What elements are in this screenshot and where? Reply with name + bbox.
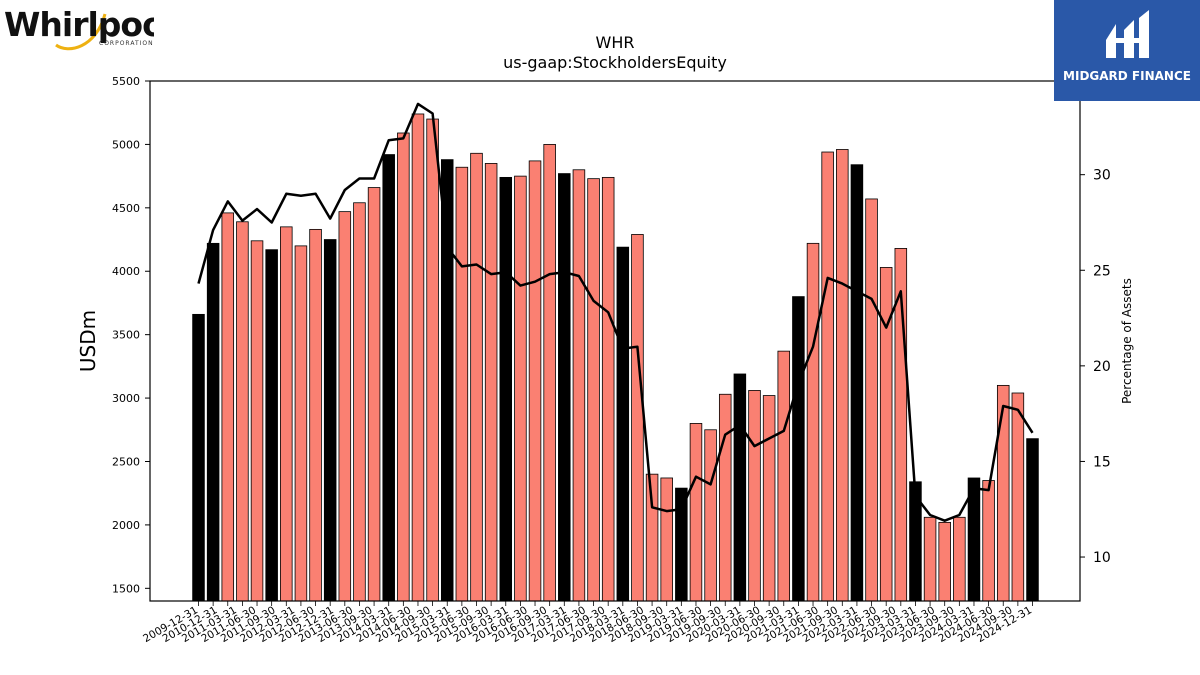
midgard-finance-logo: MIDGARD FINANCE [1054,0,1200,101]
bar [821,151,834,602]
bar [792,296,805,602]
bar [265,249,278,602]
y-tick-label: 3000 [112,392,140,405]
bar [309,228,322,602]
y2-tick-label: 20 [1093,359,1111,375]
bar [572,169,586,602]
bar [645,473,659,602]
bar [484,163,498,602]
x-axis-ticks: 2009-12-312010-12-312011-03-312011-06-30… [141,601,1034,645]
y-tick-label: 2500 [112,455,140,468]
bar [353,202,366,602]
bar [543,144,556,602]
right-axis-ticks: 10 15 20 25 30 [1080,168,1111,566]
bar [280,226,293,602]
bar [367,187,381,602]
whirlpool-logo-subtext: CORPORATION [99,40,154,47]
bar [806,242,820,602]
bar [616,246,630,602]
bar [499,176,513,602]
bar [440,159,454,602]
bar [660,477,673,602]
plot-frame [149,80,1081,602]
bar [426,118,439,602]
bar [938,521,951,602]
bar [718,393,732,602]
bar [221,212,235,602]
bar [514,175,527,602]
midgard-logo-text: MIDGARD FINANCE [1063,69,1191,83]
bar [1011,392,1025,602]
bar [455,166,469,602]
bar [382,154,395,602]
bar [982,480,995,602]
left-axis-ticks: 1500 2000 2500 3000 3500 4000 4500 5000 5500 [112,75,150,595]
bar [338,211,352,602]
bar [294,245,308,602]
bar [206,242,220,602]
bar [1026,438,1039,602]
y2-tick-label: 10 [1093,550,1111,566]
whirlpool-logo-text: Whirlpool [4,5,154,44]
midgard-emblem-icon [1106,10,1149,58]
bar [850,164,864,602]
y-axis-label: USDm [76,310,100,372]
bar [323,239,337,602]
bar [704,429,717,602]
bar [675,487,688,602]
bar [558,173,571,602]
y-tick-label: 5500 [112,75,140,88]
bar [528,160,542,602]
bar [953,516,966,602]
bar [411,113,425,602]
bar [762,395,776,602]
y-tick-label: 2000 [112,519,140,532]
percent-line [197,102,1034,522]
y-tick-label: 1500 [112,582,140,595]
y2-axis-label: Percentage of Assets [1120,278,1134,404]
bar [923,516,937,602]
y2-tick-label: 30 [1093,168,1111,184]
bar [777,350,791,602]
bar [470,152,483,602]
y-tick-label: 5000 [112,138,140,151]
bar [836,149,849,602]
bar [865,198,878,602]
bar-series [192,113,1039,602]
chart-title: WHR [596,33,635,52]
y-tick-label: 4000 [112,265,140,278]
chart-subtitle: us-gaap:StockholdersEquity [503,53,727,72]
percent-line-series [197,102,1034,522]
bar [397,132,410,602]
whirlpool-logo: Whirlpool CORPORATION [4,2,175,58]
bar [748,390,761,602]
bar [631,234,644,602]
bar [689,423,703,602]
y-tick-label: 4500 [112,202,140,215]
y2-tick-label: 25 [1093,263,1111,279]
bar [587,178,600,602]
bar [250,240,264,602]
bar [601,176,615,602]
y2-tick-label: 15 [1093,454,1111,470]
y-tick-label: 3500 [112,329,140,342]
bar [733,373,747,602]
bar [192,313,205,602]
bar [996,384,1010,602]
bar [236,221,249,602]
